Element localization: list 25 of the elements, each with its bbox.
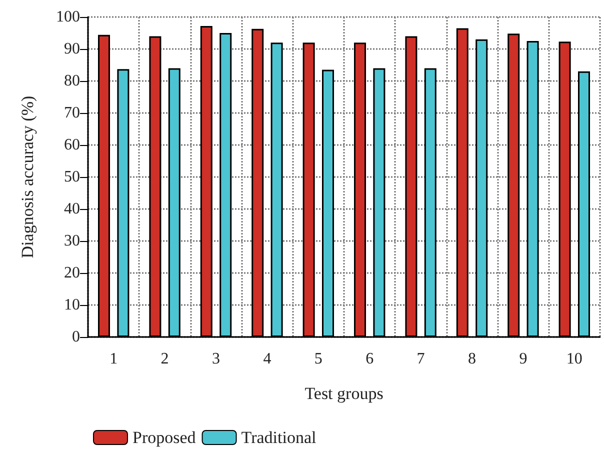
x-axis-title: Test groups xyxy=(304,384,384,403)
y-tick-label: 30 xyxy=(64,232,80,250)
x-tick-label: 5 xyxy=(314,350,322,368)
legend-label: Traditional xyxy=(241,428,316,447)
x-tick-label: 3 xyxy=(212,350,220,368)
y-tick-label: 0 xyxy=(72,328,80,346)
y-tick-label: 60 xyxy=(64,136,80,154)
y-axis-title: Diagnosis accuracy (%) xyxy=(18,96,37,258)
legend-label: Proposed xyxy=(132,428,196,447)
y-tick-label: 80 xyxy=(64,72,80,90)
y-tick-label: 90 xyxy=(64,40,80,58)
y-tick-label: 50 xyxy=(64,168,80,186)
x-tick-label: 4 xyxy=(263,350,272,368)
y-tick-label: 20 xyxy=(64,264,80,282)
x-tick-label: 10 xyxy=(566,350,582,368)
x-tick-label: 1 xyxy=(110,350,118,368)
x-tick-label: 6 xyxy=(366,350,374,368)
y-tick-label: 10 xyxy=(64,296,80,314)
y-tick-label: 40 xyxy=(64,200,80,218)
y-tick-label: 100 xyxy=(56,8,80,26)
x-tick-label: 8 xyxy=(468,350,476,368)
y-tick-label: 70 xyxy=(64,104,80,122)
x-tick-label: 9 xyxy=(519,350,528,368)
x-tick-label: 2 xyxy=(160,350,169,368)
x-tick-label: 7 xyxy=(416,350,425,368)
